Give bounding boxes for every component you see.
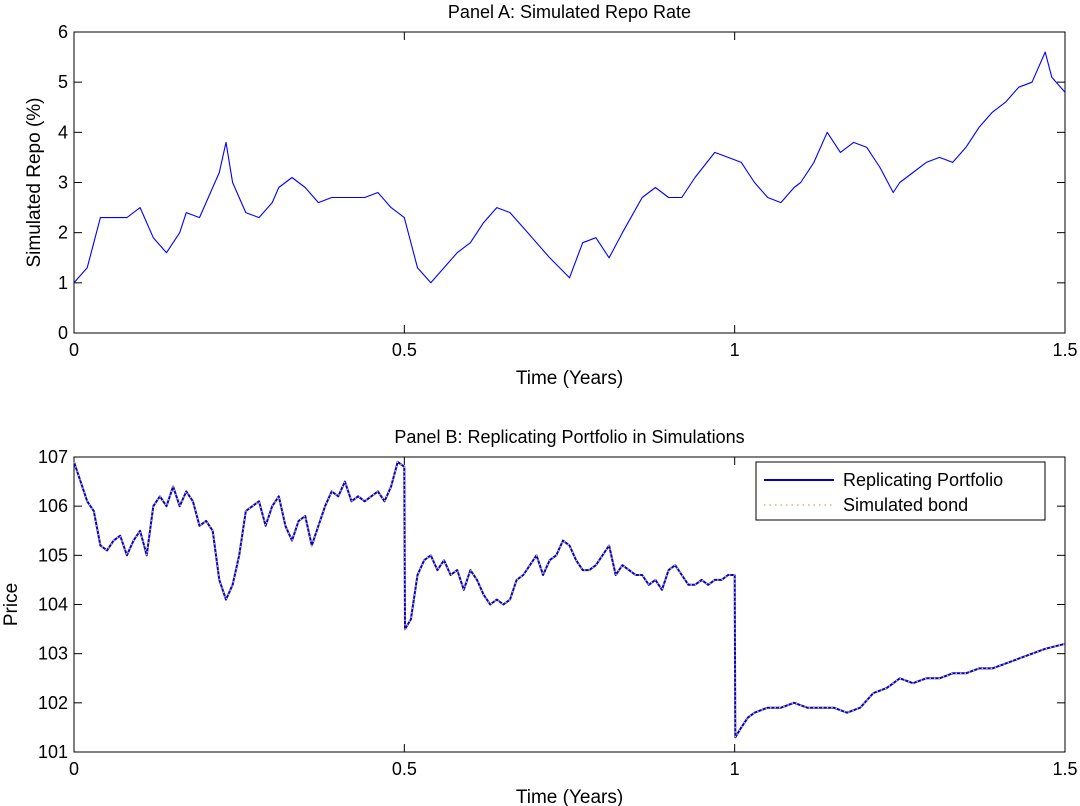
- panel-a-y-tick-label: 3: [58, 173, 68, 193]
- panel-b-y-tick-label: 107: [38, 447, 68, 467]
- panel-b-title: Panel B: Replicating Portfolio in Simula…: [394, 427, 744, 447]
- panel-b-legend: Replicating Portfolio Simulated bond: [755, 461, 1046, 521]
- panel-a-y-tick-label: 6: [58, 22, 68, 42]
- panel-a-x-tick-label: 0: [69, 340, 79, 360]
- panel-a-y-axis-label: Simulated Repo (%): [24, 97, 45, 267]
- legend-label-simulated-bond: Simulated bond: [843, 495, 968, 515]
- panel-a-plot-area: [73, 31, 1066, 334]
- panel-a-x-tick-label: 1: [730, 340, 740, 360]
- legend-label-replicating-portfolio: Replicating Portfolio: [843, 470, 1003, 490]
- panel-a-y-tick-label: 0: [58, 323, 68, 343]
- panel-b-x-tick-label: 1.5: [1052, 759, 1077, 779]
- panel-a-y-tick-label: 2: [58, 223, 68, 243]
- panel-a-y-tick-label: 4: [58, 122, 68, 142]
- panel-b-y-tick-label: 105: [38, 545, 68, 565]
- panel-b-x-tick-label: 1: [730, 759, 740, 779]
- panel-a: 0 0.5 1 1.5 0 1 2 3 4 5 6 Panel A: Simulated Repo R…: [24, 2, 1078, 389]
- panel-b-x-axis-label: Time (Years): [516, 787, 623, 806]
- panel-a-x-axis-label: Time (Years): [516, 368, 623, 389]
- panel-b-y-tick-label: 103: [38, 644, 68, 664]
- panel-b-y-tick-label: 102: [38, 693, 68, 713]
- panel-b-y-tick-label: 104: [38, 595, 68, 615]
- panel-b: 0 0.5 1 1.5 101 102 103 104 105 106 107 Panel B: Re…: [1, 427, 1078, 806]
- panel-b-y-axis-label: Price: [1, 583, 22, 626]
- panel-b-legend-box: [755, 461, 1046, 521]
- panel-b-x-tick-label: 0.5: [392, 759, 417, 779]
- panel-b-y-tick-label: 101: [38, 742, 68, 762]
- panel-b-y-tick-label: 106: [38, 496, 68, 516]
- panel-b-x-tick-label: 0: [69, 759, 79, 779]
- panel-a-x-tick-label: 1.5: [1052, 340, 1077, 360]
- panel-a-title: Panel A: Simulated Repo Rate: [448, 2, 691, 22]
- panel-a-y-tick-label: 5: [58, 72, 68, 92]
- panel-a-y-tick-label: 1: [58, 273, 68, 293]
- panel-b-series-replicating-portfolio: [73, 460, 1066, 739]
- panel-a-x-tick-label: 0.5: [392, 340, 417, 360]
- panel-a-series-line: [73, 51, 1066, 284]
